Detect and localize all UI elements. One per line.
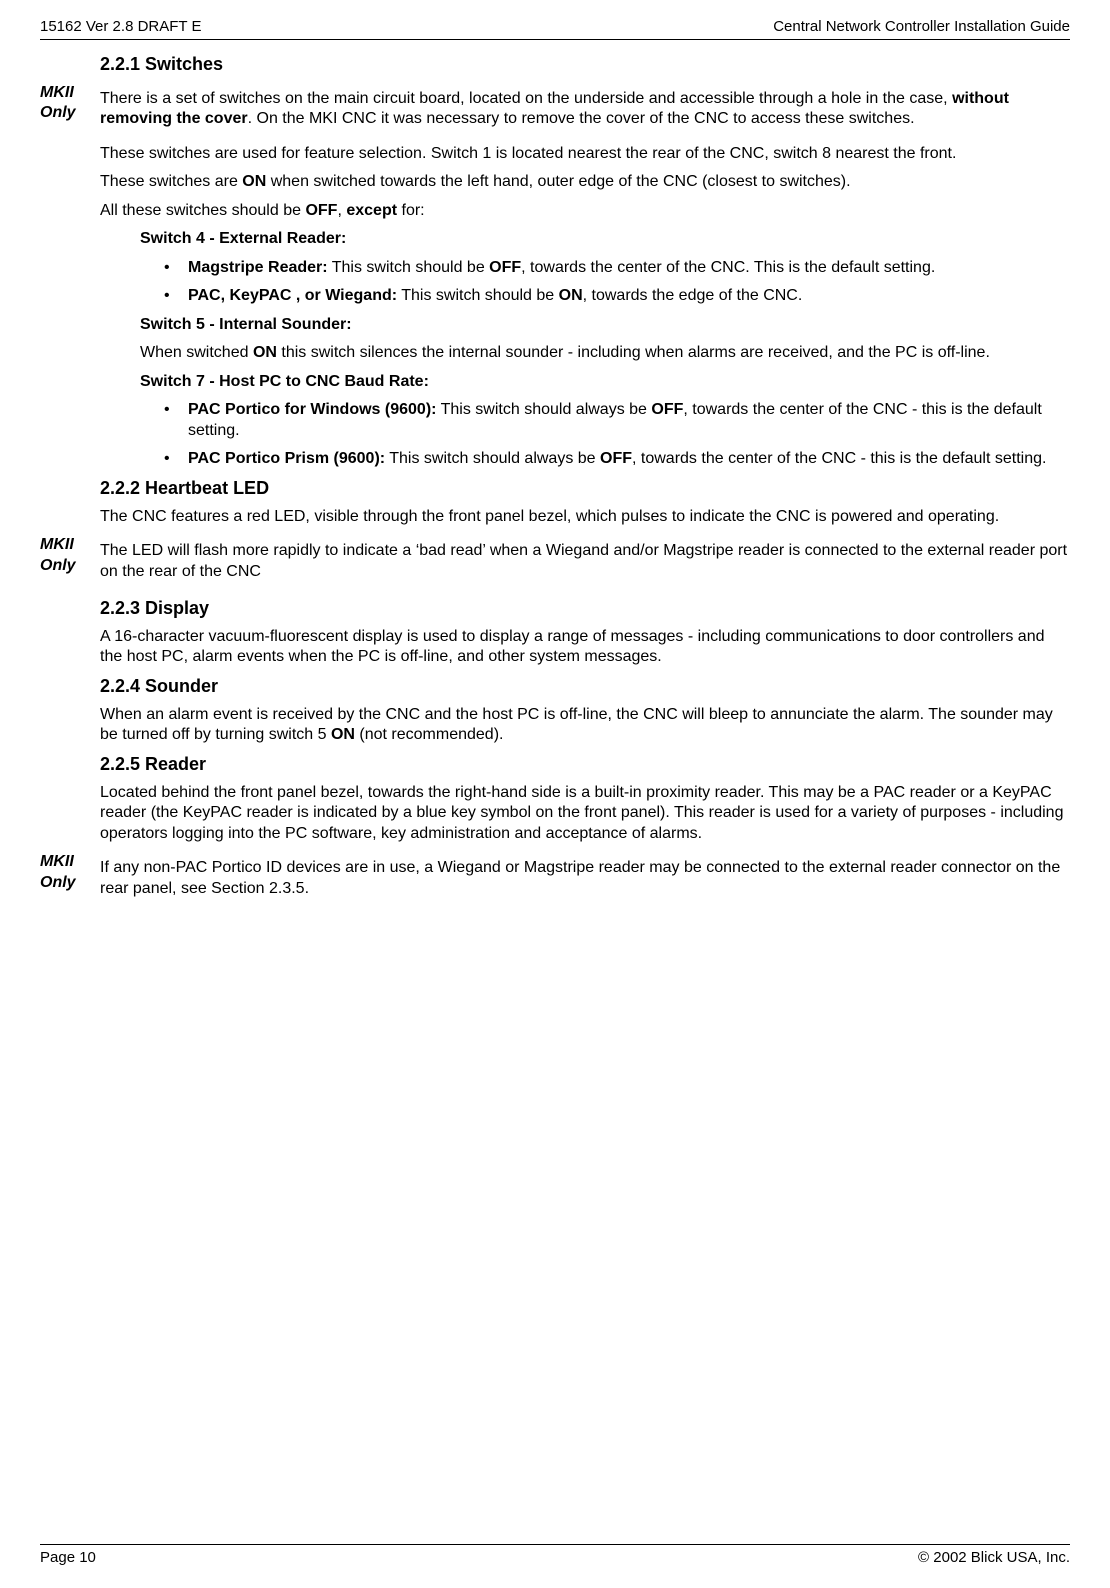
text: , (337, 202, 346, 219)
text-bold: PAC Portico Prism (9600): (188, 450, 385, 467)
section-223-title: 2.2.3 Display (100, 598, 1070, 619)
sw5-p1: When switched ON this switch silences th… (140, 343, 1070, 363)
header-rule (40, 39, 1070, 40)
p-225-2: If any non-PAC Portico ID devices are in… (100, 858, 1070, 899)
page: 15162 Ver 2.8 DRAFT E Central Network Co… (0, 0, 1110, 1588)
text: These switches are (100, 173, 242, 190)
footer-left: Page 10 (40, 1549, 96, 1566)
sw7-item-windows: PAC Portico for Windows (9600): This swi… (160, 400, 1070, 441)
header-bar: 15162 Ver 2.8 DRAFT E Central Network Co… (40, 18, 1070, 37)
text: for: (397, 202, 425, 219)
text-bold: PAC, KeyPAC , or Wiegand: (188, 287, 397, 304)
sidenote-body-221: There is a set of switches on the main c… (100, 83, 1070, 138)
text: This switch should be (397, 287, 559, 304)
section-222-title: 2.2.2 Heartbeat LED (100, 478, 1070, 499)
p-222-2: The LED will flash more rapidly to indic… (100, 541, 1070, 582)
p-221-1: There is a set of switches on the main c… (100, 89, 1070, 130)
p-224-1: When an alarm event is received by the C… (100, 705, 1070, 746)
section-221-title: 2.2.1 Switches (100, 54, 1070, 75)
text: When switched (140, 344, 253, 361)
text: There is a set of switches on the main c… (100, 90, 952, 107)
text-bold: ON (331, 726, 355, 743)
text: when switched towards the left hand, out… (266, 173, 850, 190)
sw5-heading: Switch 5 - Internal Sounder: (140, 315, 1070, 335)
p-225-1: Located behind the front panel bezel, to… (100, 783, 1070, 844)
header-right: Central Network Controller Installation … (773, 18, 1070, 35)
footer-bar: Page 10 © 2002 Blick USA, Inc. (40, 1544, 1070, 1566)
text: (not recommended). (355, 726, 504, 743)
sw4-list: Magstripe Reader: This switch should be … (160, 258, 1070, 307)
p-221-4: All these switches should be OFF, except… (100, 201, 1070, 221)
text: This switch should always be (436, 401, 651, 418)
text-bold: OFF (489, 259, 521, 276)
text-bold: ON (242, 173, 266, 190)
header-left: 15162 Ver 2.8 DRAFT E (40, 18, 201, 35)
sidenote-row-221: MKII Only There is a set of switches on … (40, 83, 1070, 138)
body-content: 2.2.1 Switches MKII Only There is a set … (100, 54, 1070, 907)
sidenote-body-222: The LED will flash more rapidly to indic… (100, 535, 1070, 590)
text-bold: OFF (600, 450, 632, 467)
text: , towards the center of the CNC. This is… (521, 259, 935, 276)
text-bold: ON (559, 287, 583, 304)
p-221-3: These switches are ON when switched towa… (100, 172, 1070, 192)
text: , towards the center of the CNC - this i… (632, 450, 1046, 467)
p-223-1: A 16-character vacuum-fluorescent displa… (100, 627, 1070, 668)
text-bold: except (346, 202, 397, 219)
switch-block: Switch 4 - External Reader: Magstripe Re… (140, 229, 1070, 469)
text: . On the MKI CNC it was necessary to rem… (248, 110, 915, 127)
text-bold: Magstripe Reader: (188, 259, 328, 276)
text-bold: ON (253, 344, 277, 361)
sidenote-row-225: MKII Only If any non-PAC Portico ID devi… (40, 852, 1070, 907)
text: All these switches should be (100, 202, 305, 219)
text-bold: OFF (651, 401, 683, 418)
text: this switch silences the internal sounde… (277, 344, 990, 361)
sidenote-mk2: MKII Only (40, 535, 100, 590)
footer-rule (40, 1544, 1070, 1545)
sidenote-row-222: MKII Only The LED will flash more rapidl… (40, 535, 1070, 590)
sw7-list: PAC Portico for Windows (9600): This swi… (160, 400, 1070, 469)
section-224-title: 2.2.4 Sounder (100, 676, 1070, 697)
text: This switch should always be (385, 450, 600, 467)
text-bold: PAC Portico for Windows (9600): (188, 401, 436, 418)
footer-right: © 2002 Blick USA, Inc. (918, 1549, 1070, 1566)
footer-line: Page 10 © 2002 Blick USA, Inc. (40, 1549, 1070, 1566)
p-221-2: These switches are used for feature sele… (100, 144, 1070, 164)
sidenote-mk2: MKII Only (40, 83, 100, 138)
sw7-heading: Switch 7 - Host PC to CNC Baud Rate: (140, 372, 1070, 392)
sidenote-mk2: MKII Only (40, 852, 100, 907)
sw4-item-pac: PAC, KeyPAC , or Wiegand: This switch sh… (160, 286, 1070, 306)
sidenote-body-225: If any non-PAC Portico ID devices are in… (100, 852, 1070, 907)
text-bold: OFF (305, 202, 337, 219)
sw4-item-magstripe: Magstripe Reader: This switch should be … (160, 258, 1070, 278)
p-222-1: The CNC features a red LED, visible thro… (100, 507, 1070, 527)
text: When an alarm event is received by the C… (100, 706, 1053, 743)
text: , towards the edge of the CNC. (583, 287, 803, 304)
text: This switch should be (328, 259, 490, 276)
sw4-heading: Switch 4 - External Reader: (140, 229, 1070, 249)
sw7-item-prism: PAC Portico Prism (9600): This switch sh… (160, 449, 1070, 469)
section-225-title: 2.2.5 Reader (100, 754, 1070, 775)
